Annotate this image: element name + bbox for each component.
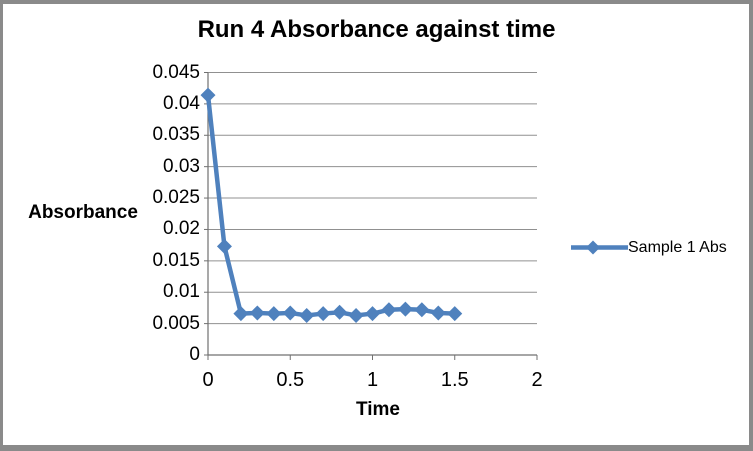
data-point-marker xyxy=(233,306,249,322)
data-point-marker xyxy=(332,304,348,320)
window-border-bottom xyxy=(0,445,753,451)
y-tick-label: 0.005 xyxy=(152,312,200,334)
data-point-marker xyxy=(430,305,446,321)
data-point-marker xyxy=(266,306,282,322)
data-point-marker xyxy=(447,306,463,322)
legend-label: Sample 1 Abs xyxy=(628,239,727,256)
data-point-marker xyxy=(397,301,413,317)
y-tick-label: 0.035 xyxy=(152,124,200,146)
y-axis-title: Absorbance xyxy=(28,202,138,223)
y-tick-label: 0.03 xyxy=(163,155,200,177)
x-tick-label: 0 xyxy=(202,369,214,391)
y-tick-label: 0.04 xyxy=(163,92,200,114)
data-point-marker xyxy=(414,302,430,318)
y-tick-label: 0.01 xyxy=(163,281,200,303)
series-line xyxy=(205,92,457,318)
data-point-marker xyxy=(249,305,265,321)
legend-key-icon xyxy=(571,240,628,255)
window-border-top xyxy=(0,0,753,4)
x-tick-label: 2 xyxy=(531,369,543,391)
y-tick-label: 0.02 xyxy=(163,218,200,240)
x-tick-label: 1.5 xyxy=(440,369,469,391)
y-tick-label: 0.015 xyxy=(152,249,200,271)
y-tick-label: 0 xyxy=(189,344,200,365)
legend[interactable]: Sample 1 Abs xyxy=(571,237,727,258)
window-border-right xyxy=(749,0,753,451)
data-point-marker xyxy=(315,306,331,322)
data-point-marker xyxy=(365,306,380,322)
x-axis-title: Time xyxy=(355,399,400,420)
x-tick-label: 0.5 xyxy=(276,369,305,391)
data-point-marker xyxy=(282,305,298,321)
y-tick-label: 0.045 xyxy=(152,61,200,83)
data-point-marker xyxy=(299,307,315,323)
data-point-marker xyxy=(200,87,216,103)
data-point-marker xyxy=(216,238,232,254)
x-tick-label: 1 xyxy=(366,369,379,391)
y-tick-label: 0.025 xyxy=(152,187,200,209)
chart-title: Run 4 Absorbance against time xyxy=(197,16,556,43)
data-point-marker xyxy=(381,302,397,318)
data-point-marker xyxy=(348,307,364,323)
window-border-left xyxy=(0,0,3,451)
